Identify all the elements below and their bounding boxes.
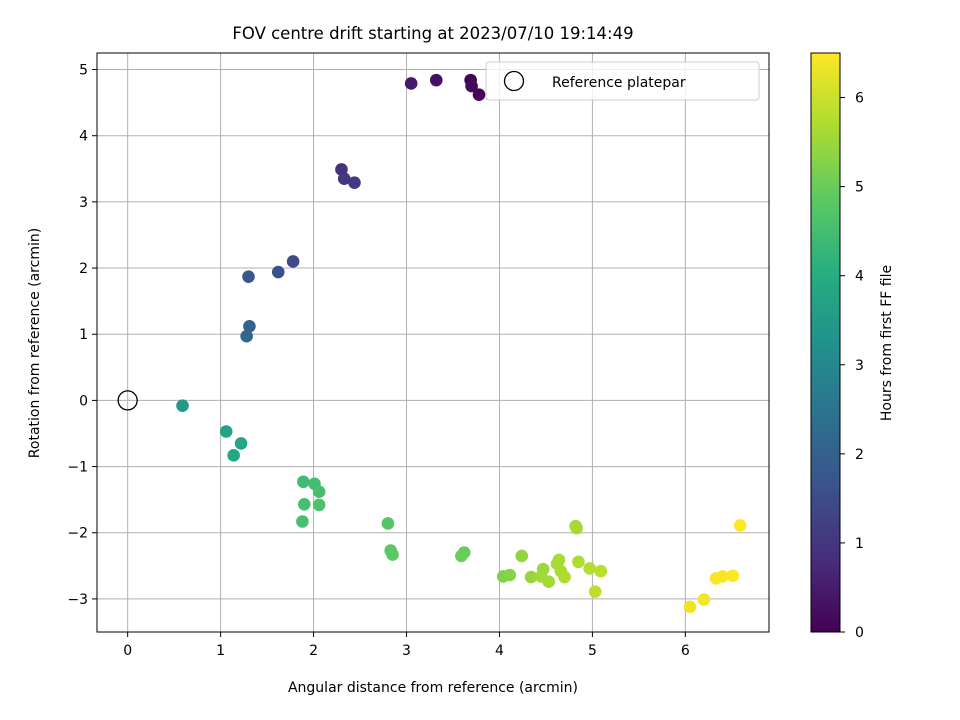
scatter-point [271,265,285,279]
x-tick-label: 6 [681,643,690,659]
colorbar: 0 1 2 3 4 5 6 Hours from first FF file [810,52,895,641]
scatter-point [227,449,240,462]
scatter-point [242,270,255,283]
scatter-point [524,570,538,584]
y-tick-label: 5 [79,63,88,79]
x-tick-label: 4 [495,643,504,659]
y-tick-label: 4 [79,129,88,145]
scatter-point [465,79,478,93]
scatter-point [286,255,300,268]
scatter-point [697,593,711,606]
scatter-point [588,585,602,598]
scatter-point [234,437,248,450]
reference-marker [117,390,138,411]
grid [97,53,769,632]
reference-point [117,390,138,411]
legend-marker [503,70,525,92]
legend: Reference platepar [485,61,760,101]
scatter-point [243,319,256,333]
scatter-point [515,549,529,563]
scatter-point [312,485,326,499]
colorbar-tick-label: 6 [855,91,864,107]
colorbar-gradient [810,52,841,633]
scatter-point [583,562,596,575]
legend-label: Reference platepar [552,75,686,91]
scatter-point [386,548,399,561]
scatter-point [219,425,233,438]
scatter-points [176,73,747,614]
colorbar-ticks: 0 1 2 3 4 5 6 [840,91,864,641]
scatter-point [472,88,486,101]
scatter-point [348,176,361,189]
scatter-point [570,521,583,535]
y-tick-label: −3 [67,592,88,608]
x-tick-label: 2 [309,643,318,659]
scatter-point [572,555,585,569]
scatter-point [683,600,697,614]
colorbar-tick-label: 3 [855,358,864,374]
scatter-point [297,497,311,511]
y-tick-label: −2 [67,526,88,542]
scatter-point [296,515,309,528]
colorbar-tick-label: 2 [855,447,864,463]
scatter-point [176,399,189,412]
x-axis-ticks: 0 1 2 3 4 5 6 [123,632,690,659]
scatter-point [240,329,253,343]
x-tick-label: 5 [588,643,597,659]
scatter-point [297,475,310,489]
x-tick-label: 1 [216,643,225,659]
colorbar-tick-label: 1 [855,536,864,552]
y-axis-ticks: −3 −2 −1 0 1 2 3 4 5 [67,63,97,608]
scatter-point [726,569,740,583]
scatter-point [429,73,443,87]
chart-title: FOV centre drift starting at 2023/07/10 … [232,24,633,43]
y-tick-label: −1 [67,460,88,476]
scatter-point [337,172,351,186]
colorbar-tick-label: 4 [855,269,864,285]
x-tick-label: 0 [123,643,132,659]
y-tick-label: 3 [79,195,88,211]
x-tick-label: 3 [402,643,411,659]
scatter-point [594,564,608,578]
y-tick-label: 0 [79,393,88,409]
scatter-point [552,553,566,567]
legend-box [485,61,760,101]
y-tick-label: 2 [79,261,88,277]
scatter-point [312,498,326,512]
scatter-point [404,77,418,90]
scatter-point [733,519,747,532]
scatter-point [542,575,556,589]
colorbar-label: Hours from first FF file [879,265,895,421]
scatter-point [716,570,729,583]
scatter-point [455,549,468,563]
plot-frame [96,52,770,633]
scatter-point [558,570,571,584]
colorbar-tick-label: 5 [855,180,864,196]
scatter-point [381,517,395,530]
y-tick-label: 1 [79,327,88,343]
y-axis-label: Rotation from reference (arcmin) [27,228,43,458]
x-axis-label: Angular distance from reference (arcmin) [288,680,578,696]
scatter-point [503,568,516,582]
colorbar-tick-label: 0 [855,625,864,641]
